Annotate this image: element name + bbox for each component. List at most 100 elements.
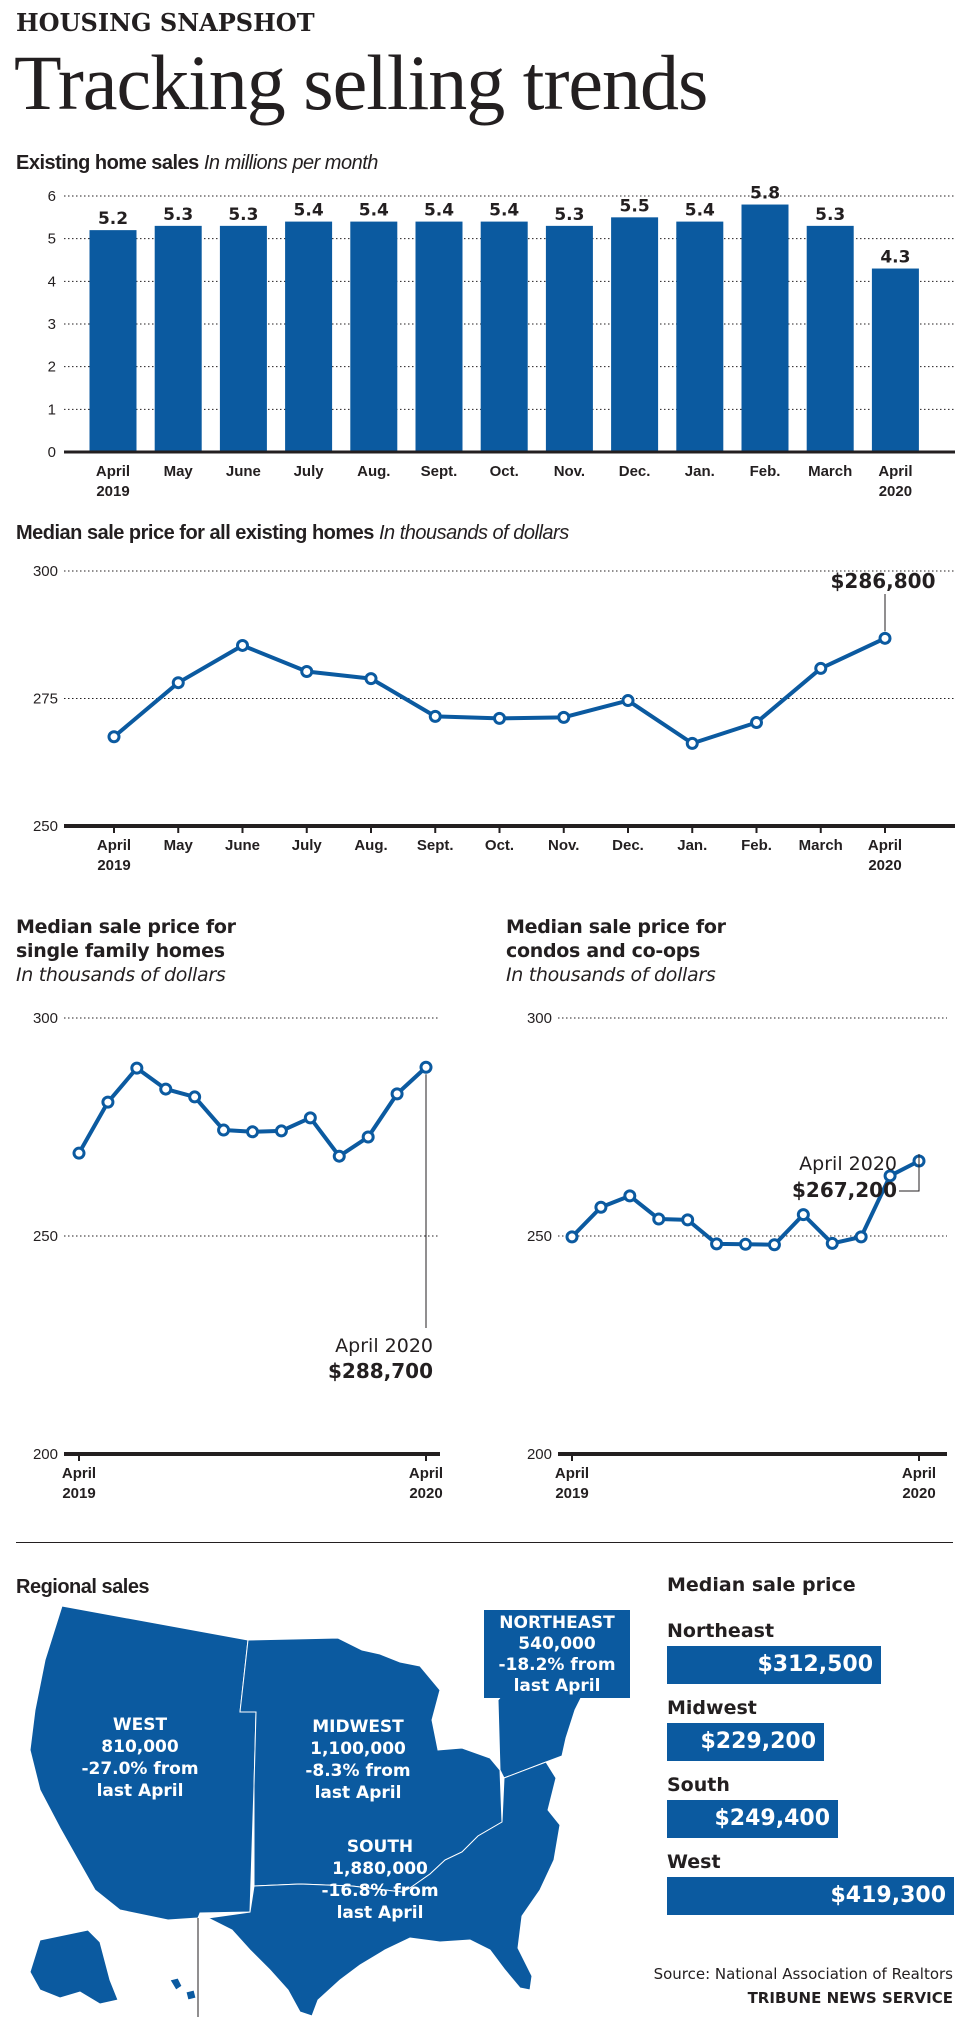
x-tick-label: June <box>226 463 261 480</box>
data-point <box>710 1237 724 1251</box>
midwest-label-tail: last April <box>315 1783 402 1803</box>
headline: Tracking selling trends <box>14 39 708 126</box>
bar <box>480 221 528 452</box>
x-tick-label: 2020 <box>868 857 901 874</box>
x-tick-label: July <box>294 463 325 480</box>
x-tick-label: Jan. <box>685 463 715 480</box>
bar-value-label: 5.3 <box>163 205 193 225</box>
bar <box>154 225 202 452</box>
x-tick-label: April <box>62 1465 96 1482</box>
bar-value-label: 5.4 <box>489 201 519 221</box>
midwest-label-change: -8.3% from <box>305 1761 410 1781</box>
existing-sales-chart: 0 1 2 3 4 5 6 5.2 April 2019 5.3 May 5.3 June 5.4 July 5… <box>48 184 955 500</box>
annotation-sublabel: April 2020 <box>799 1153 897 1175</box>
data-point <box>767 1238 781 1252</box>
x-tick-label: Sept. <box>417 837 454 854</box>
region-price-bar: $229,200 <box>667 1723 824 1761</box>
series-line <box>77 1065 428 1159</box>
x-tick-label: Dec. <box>619 463 651 480</box>
median-all-unit: In thousands of dollars <box>378 522 569 544</box>
data-point <box>652 1212 666 1226</box>
bar <box>545 225 593 452</box>
x-tick-label: March <box>808 463 852 480</box>
data-point <box>236 638 249 652</box>
data-point <box>419 1060 433 1074</box>
bar <box>806 225 854 452</box>
x-tick-label: Feb. <box>750 463 781 480</box>
x-tick-label: April <box>96 463 130 480</box>
midwest-label-name: MIDWEST <box>312 1717 404 1737</box>
x-tick-label: June <box>225 837 260 854</box>
data-point <box>621 694 635 708</box>
y-tick-label: 250 <box>33 1228 58 1245</box>
data-point <box>854 1230 868 1244</box>
northeast-label-change: -18.2% from <box>498 1655 615 1675</box>
data-point <box>361 1130 375 1144</box>
x-tick-label: March <box>799 837 843 854</box>
x-tick-label: 2020 <box>409 1485 442 1502</box>
bar <box>676 221 724 452</box>
condo-title-line2: condos and co-ops <box>506 940 701 962</box>
x-tick-label: Oct. <box>485 837 514 854</box>
region-price-bar: $419,300 <box>667 1877 954 1915</box>
y-tick-label: 2 <box>48 359 56 376</box>
west-label-tail: last April <box>97 1781 184 1801</box>
y-tick-label: 200 <box>527 1446 552 1463</box>
south-label-tail: last April <box>337 1903 424 1923</box>
us-map: WEST 810,000 -27.0% from last April MIDW… <box>29 1605 630 2017</box>
data-point <box>557 710 571 724</box>
x-tick-label: Nov. <box>554 463 585 480</box>
data-point <box>274 1124 288 1138</box>
data-point <box>171 676 185 690</box>
data-point <box>825 1236 839 1250</box>
series-line <box>112 636 886 746</box>
section-divider <box>16 1542 953 1543</box>
region-name: West <box>667 1851 721 1873</box>
south-label-sales: 1,880,000 <box>332 1859 428 1879</box>
bar <box>415 221 463 452</box>
data-point <box>130 1061 144 1075</box>
data-point <box>72 1146 86 1160</box>
single-family-unit: In thousands of dollars <box>16 964 226 986</box>
map-hawaii <box>169 1977 197 2001</box>
data-point <box>493 711 506 725</box>
south-label-name: SOUTH <box>347 1837 413 1857</box>
single-family-chart: 200 250 300 April 2019 April 2020 April 2020$28… <box>33 1010 443 1502</box>
region-name: South <box>667 1774 730 1796</box>
bar-value-label: 5.3 <box>228 205 258 225</box>
x-tick-label: 2019 <box>62 1485 95 1502</box>
data-point <box>796 1208 810 1222</box>
regional-sales-title: Regional sales <box>16 1576 150 1598</box>
data-point <box>303 1111 317 1125</box>
data-point <box>739 1237 752 1251</box>
y-tick-label: 200 <box>33 1446 58 1463</box>
midwest-label-sales: 1,100,000 <box>310 1739 406 1759</box>
x-tick-label: April <box>868 837 902 854</box>
data-point <box>332 1149 346 1163</box>
region-name: Northeast <box>667 1620 775 1642</box>
x-tick-label: 2019 <box>96 483 129 500</box>
data-point <box>623 1189 637 1203</box>
x-tick-label: April <box>555 1465 589 1482</box>
region-price-bar: $249,400 <box>667 1800 838 1838</box>
x-tick-label: July <box>292 837 323 854</box>
data-point <box>390 1087 404 1101</box>
data-point <box>883 1169 897 1183</box>
source-note: Source: National Association of Realtors <box>653 1965 953 1983</box>
x-tick-label: Oct. <box>490 463 519 480</box>
bar-value-label: 5.2 <box>98 209 128 229</box>
data-point <box>878 631 892 645</box>
data-point <box>246 1125 259 1139</box>
data-point <box>217 1123 231 1137</box>
condo-unit: In thousands of dollars <box>506 964 716 986</box>
bar-value-label: 5.4 <box>424 201 454 221</box>
y-tick-label: 275 <box>33 691 58 708</box>
condo-chart: 200 250 300 April 2019 April 2020 April 2020 $26… <box>527 1010 947 1502</box>
data-point <box>565 1230 579 1244</box>
data-point <box>300 664 314 678</box>
data-point <box>364 672 378 686</box>
x-tick-label: April <box>902 1465 936 1482</box>
bar <box>871 268 919 452</box>
y-tick-label: 1 <box>48 401 56 418</box>
bar-value-label: 5.4 <box>685 201 715 221</box>
